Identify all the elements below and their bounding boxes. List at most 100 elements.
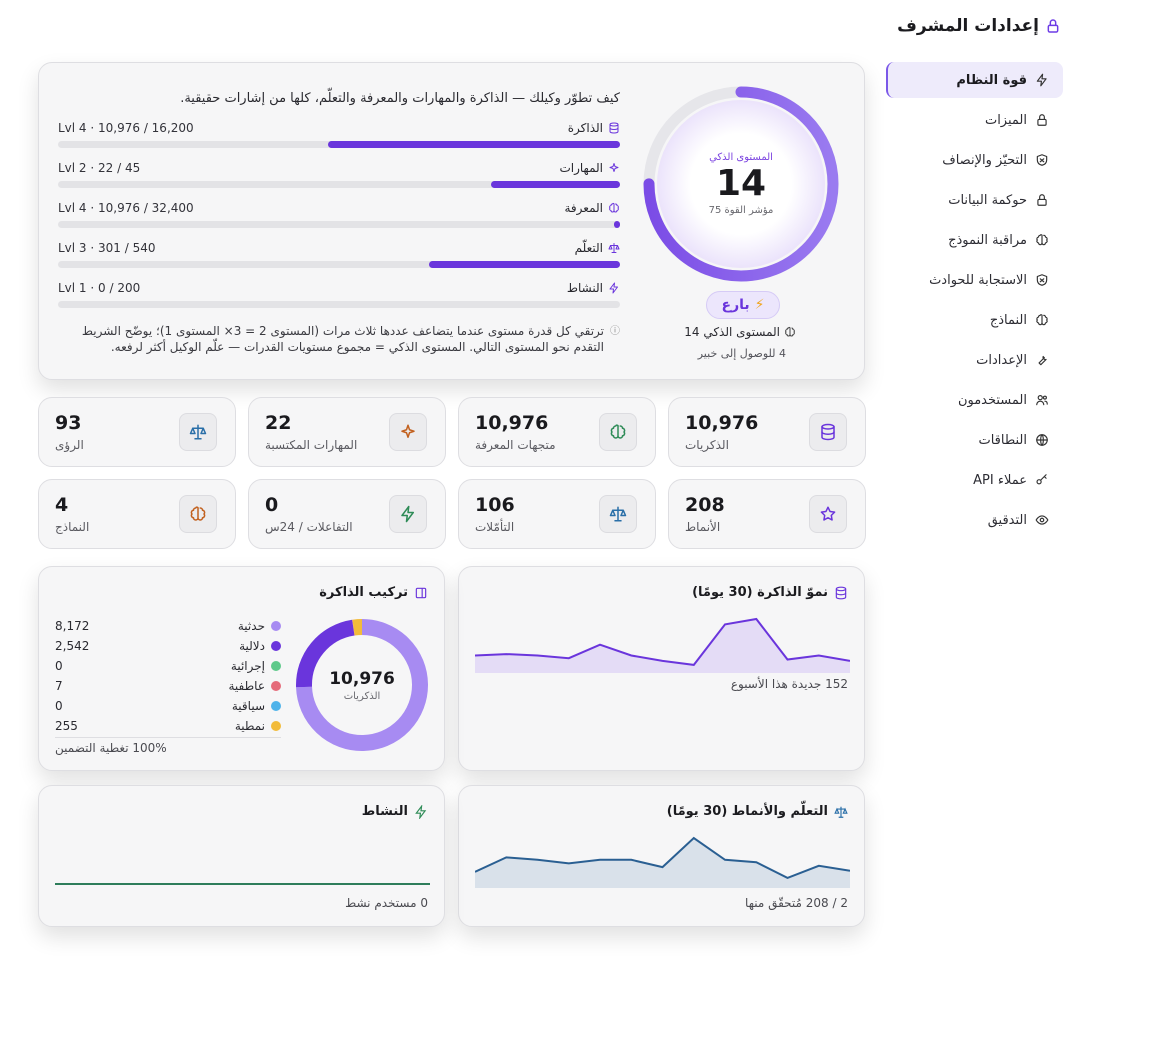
learning-patterns-footer: 2 / 208 مُتحقّق منها	[745, 896, 848, 910]
coverage-text: 100% تغطية التضمين	[55, 741, 167, 755]
chart-line	[475, 617, 850, 666]
stat-label: الرؤى	[55, 438, 84, 452]
bolt-icon	[415, 804, 427, 819]
lock-icon	[1037, 194, 1047, 206]
capability-track	[58, 141, 620, 148]
donut-total: 10,976	[329, 668, 395, 689]
scale-icon	[608, 243, 620, 253]
learning-patterns-title: التعلّم والأنماط (30 يومًا)	[667, 804, 848, 819]
brain-icon	[190, 506, 206, 521]
legend-item: نمطية 255	[55, 719, 281, 739]
sidebar-item-1[interactable]: الميزات	[886, 102, 1063, 138]
eye-icon	[1035, 515, 1049, 525]
legend-dot	[271, 621, 281, 631]
legend-label: إجرائية	[230, 659, 265, 673]
stat-value: 106	[475, 494, 515, 516]
system-power-card: كيف تطوّر وكيلك — الذاكرة والمهارات والم…	[38, 62, 865, 380]
users-icon	[1036, 395, 1048, 406]
sidebar-item-2[interactable]: التحيّز والإنصاف	[886, 142, 1063, 178]
capability-track	[58, 261, 620, 268]
legend-label: حدثية	[237, 619, 265, 633]
level-line: المستوى الذكي 14	[684, 325, 796, 339]
sidebar-item-0[interactable]: قوة النظام	[886, 62, 1063, 98]
sidebar-item-3[interactable]: حوكمة البيانات	[886, 182, 1063, 218]
bolt-icon: ⚡	[754, 297, 765, 313]
legend-item: سياقية 0	[55, 699, 281, 719]
chart-area	[475, 838, 850, 888]
capability-bar-row: التعلّم Lvl 3 · 301 / 540	[58, 241, 620, 273]
stat-value: 10,976	[685, 412, 759, 434]
activity-title-text: النشاط	[361, 804, 408, 819]
composition-legend: حدثية 8,172 دلالية 2,542 إجرائية 0 عاطفية 7 سياق…	[55, 619, 281, 739]
sidebar-item-8[interactable]: المستخدمون	[886, 382, 1063, 418]
learning-patterns-title-text: التعلّم والأنماط (30 يومًا)	[666, 804, 828, 819]
legend-dot	[271, 721, 281, 731]
memory-composition-title-text: تركيب الذاكرة	[319, 585, 408, 600]
legend-item: إجرائية 0	[55, 659, 281, 679]
next-level-line: 4 للوصول إلى خبير	[697, 347, 786, 360]
capability-fill	[490, 181, 620, 188]
globe-icon	[1036, 434, 1048, 446]
bolt-icon	[609, 282, 618, 294]
donut-slice	[352, 619, 363, 636]
sidebar-item-label: عملاء API	[973, 472, 1027, 488]
sidebar-item-6[interactable]: النماذج	[886, 302, 1063, 338]
capability-label: المهارات	[559, 161, 603, 175]
sidebar-item-label: التحيّز والإنصاف	[942, 152, 1027, 168]
ring-power: مؤشر القوة 75	[708, 205, 774, 216]
brain-icon	[785, 327, 795, 337]
activity-title: النشاط	[362, 804, 428, 819]
memory-growth-title: نموّ الذاكرة (30 يومًا)	[692, 585, 848, 600]
level-line-text: المستوى الذكي 14	[684, 325, 780, 339]
info-icon: ⓘ	[610, 326, 620, 337]
capability-value: Lvl 4 · 10,976 / 16,200	[58, 121, 194, 135]
stat-icon-box	[389, 413, 427, 451]
tier-badge: ⚡ بارع	[706, 291, 780, 319]
stat-card: 93 الرؤى	[38, 397, 236, 467]
legend-value: 0	[55, 659, 63, 673]
bolt-icon	[401, 505, 414, 523]
wrench-icon	[1038, 355, 1047, 366]
scale-icon	[609, 506, 627, 522]
sidebar-item-7[interactable]: الإعدادات	[886, 342, 1063, 378]
stat-card: 106 التأمّلات	[458, 479, 656, 549]
sidebar-item-4[interactable]: مراقبة النموذج	[886, 222, 1063, 258]
stat-icon-box	[809, 413, 847, 451]
ring-progress	[643, 86, 839, 282]
stat-label: الذكريات	[685, 438, 729, 452]
sidebar-item-9[interactable]: النطاقات	[886, 422, 1063, 458]
ring-caption: المستوى الذكي	[709, 152, 773, 163]
stat-card: 22 المهارات المكتسبة	[248, 397, 446, 467]
composition-donut: 10,976 الذكريات	[294, 617, 430, 753]
hero-note-text: ترتقي كل قدرة مستوى عندما يتضاعف عددها ث…	[81, 324, 604, 354]
chart-line	[475, 836, 850, 879]
stat-card: 208 الأنماط	[668, 479, 866, 549]
stat-value: 10,976	[475, 412, 549, 434]
memory-growth-footer: 152 جديدة هذا الأسبوع	[730, 677, 848, 691]
scale-icon	[834, 806, 848, 818]
hero-description: كيف تطوّر وكيلك — الذاكرة والمهارات والم…	[180, 91, 620, 106]
legend-item: دلالية 2,542	[55, 639, 281, 659]
capability-fill	[327, 141, 620, 148]
sidebar-title: إعدادات المشرف	[861, 16, 1061, 36]
capability-track	[58, 301, 620, 308]
stat-label: النماذج	[55, 520, 90, 534]
activity-footer: 0 مستخدم نشط	[345, 896, 428, 910]
stat-label: الأنماط	[685, 520, 721, 534]
stat-label: التأمّلات	[475, 520, 515, 534]
sidebar-item-5[interactable]: الاستجابة للحوادث	[886, 262, 1063, 298]
legend-value: 7	[55, 679, 63, 693]
lock-icon	[1037, 114, 1047, 126]
database-icon	[821, 423, 835, 441]
sidebar-item-11[interactable]: التدقيق	[886, 502, 1063, 538]
layout-icon	[415, 587, 427, 598]
chart-area	[475, 619, 850, 673]
key-icon	[1036, 474, 1047, 485]
sidebar-item-10[interactable]: عملاء API	[886, 462, 1063, 498]
stat-card: 10,976 متجهات المعرفة	[458, 397, 656, 467]
sidebar-item-label: النطاقات	[978, 432, 1027, 448]
stat-value: 208	[685, 494, 725, 516]
capability-value: Lvl 4 · 10,976 / 32,400	[58, 201, 194, 215]
sidebar-item-label: المستخدمون	[957, 392, 1027, 408]
legend-value: 0	[55, 699, 63, 713]
